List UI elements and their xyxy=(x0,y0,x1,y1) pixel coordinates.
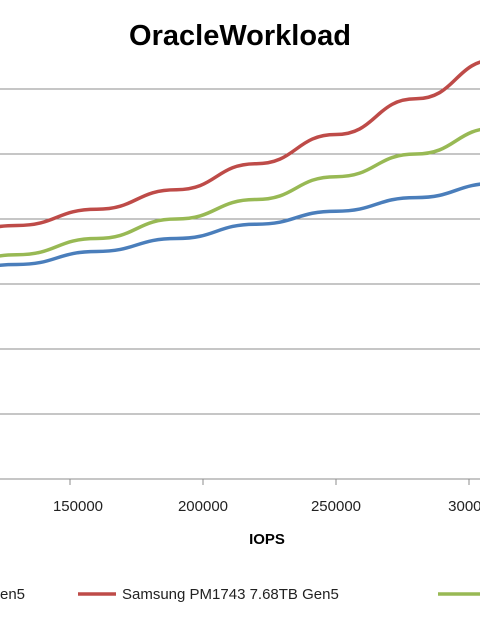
series-line-2 xyxy=(0,60,480,229)
x-tick-label: 250000 xyxy=(311,498,361,515)
series-line-1 xyxy=(0,182,480,268)
chart-title: OracleWorkload xyxy=(129,20,351,52)
x-tick-label: 200000 xyxy=(178,498,228,515)
x-axis-title: IOPS xyxy=(249,531,285,548)
legend-label-2: Samsung PM1743 7.68TB Gen5 xyxy=(122,586,339,603)
legend-label-1: en5 xyxy=(0,586,25,603)
x-tick-label: 150000 xyxy=(53,498,103,515)
x-tick-label: 30000 xyxy=(448,498,480,515)
series-line-3 xyxy=(0,127,480,258)
